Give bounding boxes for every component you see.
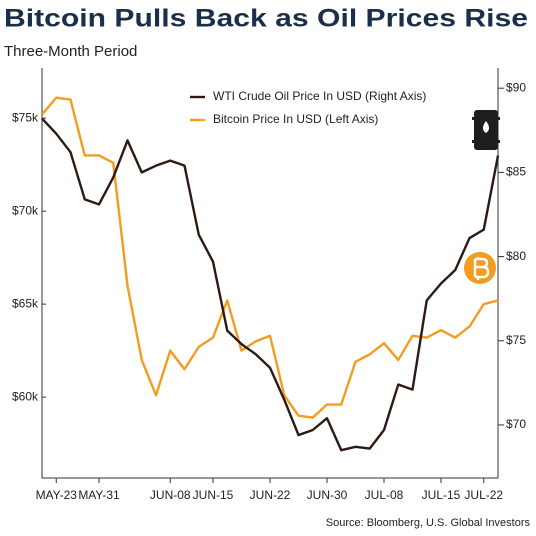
x-tick-label: JUN-30 (307, 488, 348, 502)
y2-tick-label: $90 (506, 80, 526, 94)
legend-label: Bitcoin Price In USD (Left Axis) (213, 112, 378, 126)
y2-tick-label: $85 (506, 165, 526, 179)
y2-tick-label: $80 (506, 249, 526, 263)
chart-title: Bitcoin Pulls Back as Oil Prices Rise (4, 5, 528, 33)
series-line (41, 117, 500, 452)
y2-tick-label: $70 (506, 417, 526, 431)
y-tick-label: $65k (12, 296, 39, 310)
oil-barrel-icon (472, 110, 500, 150)
x-tick-label: MAY-31 (78, 488, 120, 502)
x-tick-label: JUN-22 (250, 488, 291, 502)
y-tick-label: $75k (12, 110, 39, 124)
x-tick-label: JUN-08 (150, 488, 191, 502)
source: Source: Bloomberg, U.S. Global Investors (326, 517, 531, 529)
x-tick-label: JUL-15 (422, 488, 461, 502)
bitcoin-icon (464, 252, 496, 284)
x-tick-label: JUN-15 (193, 488, 234, 502)
frame (41, 68, 499, 479)
y2-tick-label: $75 (506, 333, 526, 347)
x-tick-label: JUL-22 (464, 488, 503, 502)
legend-label: WTI Crude Oil Price In USD (Right Axis) (213, 89, 426, 103)
x-tick-label: MAY-23 (36, 488, 78, 502)
y-tick-label: $60k (12, 389, 39, 403)
x-tick-label: JUL-08 (365, 488, 404, 502)
y-tick-label: $70k (12, 203, 39, 217)
chart-subtitle: Three-Month Period (4, 43, 137, 60)
